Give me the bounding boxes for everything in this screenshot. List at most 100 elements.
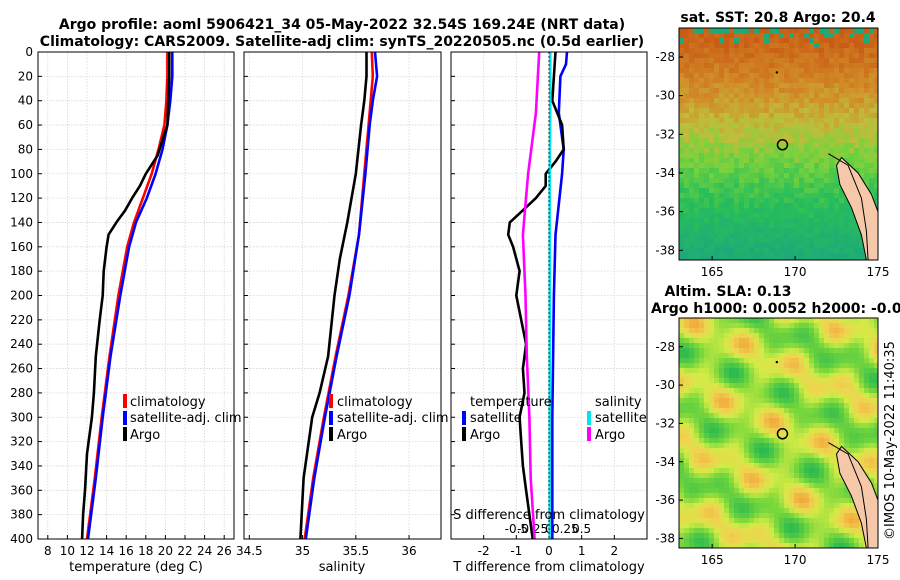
map-cell bbox=[764, 503, 770, 509]
map-cell bbox=[694, 393, 700, 399]
map-cell bbox=[704, 168, 710, 174]
map-cell bbox=[764, 203, 770, 209]
map-cell bbox=[834, 413, 840, 419]
map-cell bbox=[824, 63, 830, 69]
y-tick-label: 400 bbox=[10, 532, 33, 546]
map-cell bbox=[864, 348, 870, 354]
map-cell bbox=[769, 468, 775, 474]
map-cell bbox=[749, 138, 755, 144]
map-cell bbox=[824, 318, 830, 324]
map-cell bbox=[849, 103, 855, 109]
map-cell bbox=[859, 438, 865, 444]
map-cell bbox=[819, 258, 825, 260]
map-cell bbox=[704, 408, 710, 414]
map-cell bbox=[779, 493, 785, 499]
x-tick-label: 20 bbox=[158, 544, 173, 558]
map-cell bbox=[774, 368, 780, 374]
map-cell bbox=[864, 183, 870, 189]
map-cell bbox=[744, 493, 750, 499]
map-cell bbox=[709, 203, 715, 209]
map-cell bbox=[689, 513, 695, 519]
map-cell bbox=[874, 468, 878, 474]
map-cell bbox=[844, 33, 850, 39]
map-cell bbox=[689, 493, 695, 499]
map-cell bbox=[824, 93, 830, 99]
map-cell bbox=[679, 438, 685, 444]
map-cell bbox=[729, 213, 735, 219]
map-cell bbox=[764, 93, 770, 99]
map-cell bbox=[869, 333, 875, 339]
map-cell bbox=[714, 338, 720, 344]
map-cell bbox=[699, 523, 705, 529]
map-cell bbox=[734, 178, 740, 184]
map-cell bbox=[749, 193, 755, 199]
map-cell bbox=[684, 203, 690, 209]
y-tick-label: 100 bbox=[10, 167, 33, 181]
map-cell bbox=[724, 368, 730, 374]
map-cell bbox=[684, 353, 690, 359]
map-cell bbox=[829, 533, 835, 539]
map-cell bbox=[724, 193, 730, 199]
map-cell bbox=[759, 178, 765, 184]
map-cell bbox=[684, 443, 690, 449]
map-cell bbox=[774, 108, 780, 114]
map-frame bbox=[678, 317, 879, 549]
map-cell bbox=[769, 78, 775, 84]
map-cell bbox=[694, 403, 700, 409]
map-cell bbox=[834, 88, 840, 94]
map-cell bbox=[779, 73, 785, 79]
map-y-tick-label: -36 bbox=[655, 493, 675, 507]
map-cell bbox=[789, 48, 795, 54]
map-cell bbox=[694, 248, 700, 254]
map-cell bbox=[824, 138, 830, 144]
map-cell bbox=[709, 78, 715, 84]
map-cell bbox=[829, 443, 835, 449]
map-cell bbox=[804, 528, 810, 534]
map-cell bbox=[819, 353, 825, 359]
map-cell bbox=[779, 498, 785, 504]
map-cell bbox=[789, 483, 795, 489]
map-cell bbox=[709, 178, 715, 184]
map-cell bbox=[794, 438, 800, 444]
map-cell bbox=[819, 188, 825, 194]
map-cell bbox=[769, 508, 775, 514]
map-cell bbox=[844, 83, 850, 89]
map-cell bbox=[869, 148, 875, 154]
map-cell bbox=[859, 443, 865, 449]
map-cell bbox=[809, 223, 815, 229]
map-cell bbox=[804, 498, 810, 504]
map-cell bbox=[709, 393, 715, 399]
legend-swatch-sal-satellite bbox=[587, 411, 591, 425]
map-cell bbox=[694, 103, 700, 109]
map-cell bbox=[744, 478, 750, 484]
map-cell bbox=[689, 223, 695, 229]
map-cell bbox=[754, 348, 760, 354]
map-cell bbox=[834, 398, 840, 404]
map-cell bbox=[739, 218, 745, 224]
map-cell bbox=[874, 188, 878, 194]
map-cell bbox=[834, 38, 840, 44]
map-cell bbox=[684, 133, 690, 139]
map-cell bbox=[734, 213, 740, 219]
map-cell bbox=[844, 333, 850, 339]
map-cell bbox=[849, 428, 855, 434]
map-cell bbox=[809, 378, 815, 384]
map-cell bbox=[844, 403, 850, 409]
map-cell bbox=[739, 383, 745, 389]
map-cell bbox=[794, 523, 800, 529]
map-cell bbox=[699, 508, 705, 514]
map-cell bbox=[874, 138, 878, 144]
map-cell bbox=[829, 88, 835, 94]
map-cell bbox=[789, 493, 795, 499]
map-cell bbox=[819, 218, 825, 224]
map-cell bbox=[704, 133, 710, 139]
map-cell bbox=[819, 48, 825, 54]
map-cell bbox=[839, 188, 845, 194]
map-cell bbox=[769, 198, 775, 204]
map-cell bbox=[769, 123, 775, 129]
map-cell bbox=[799, 148, 805, 154]
map-cell bbox=[724, 433, 730, 439]
map-cell bbox=[814, 183, 820, 189]
map-cell bbox=[724, 223, 730, 229]
